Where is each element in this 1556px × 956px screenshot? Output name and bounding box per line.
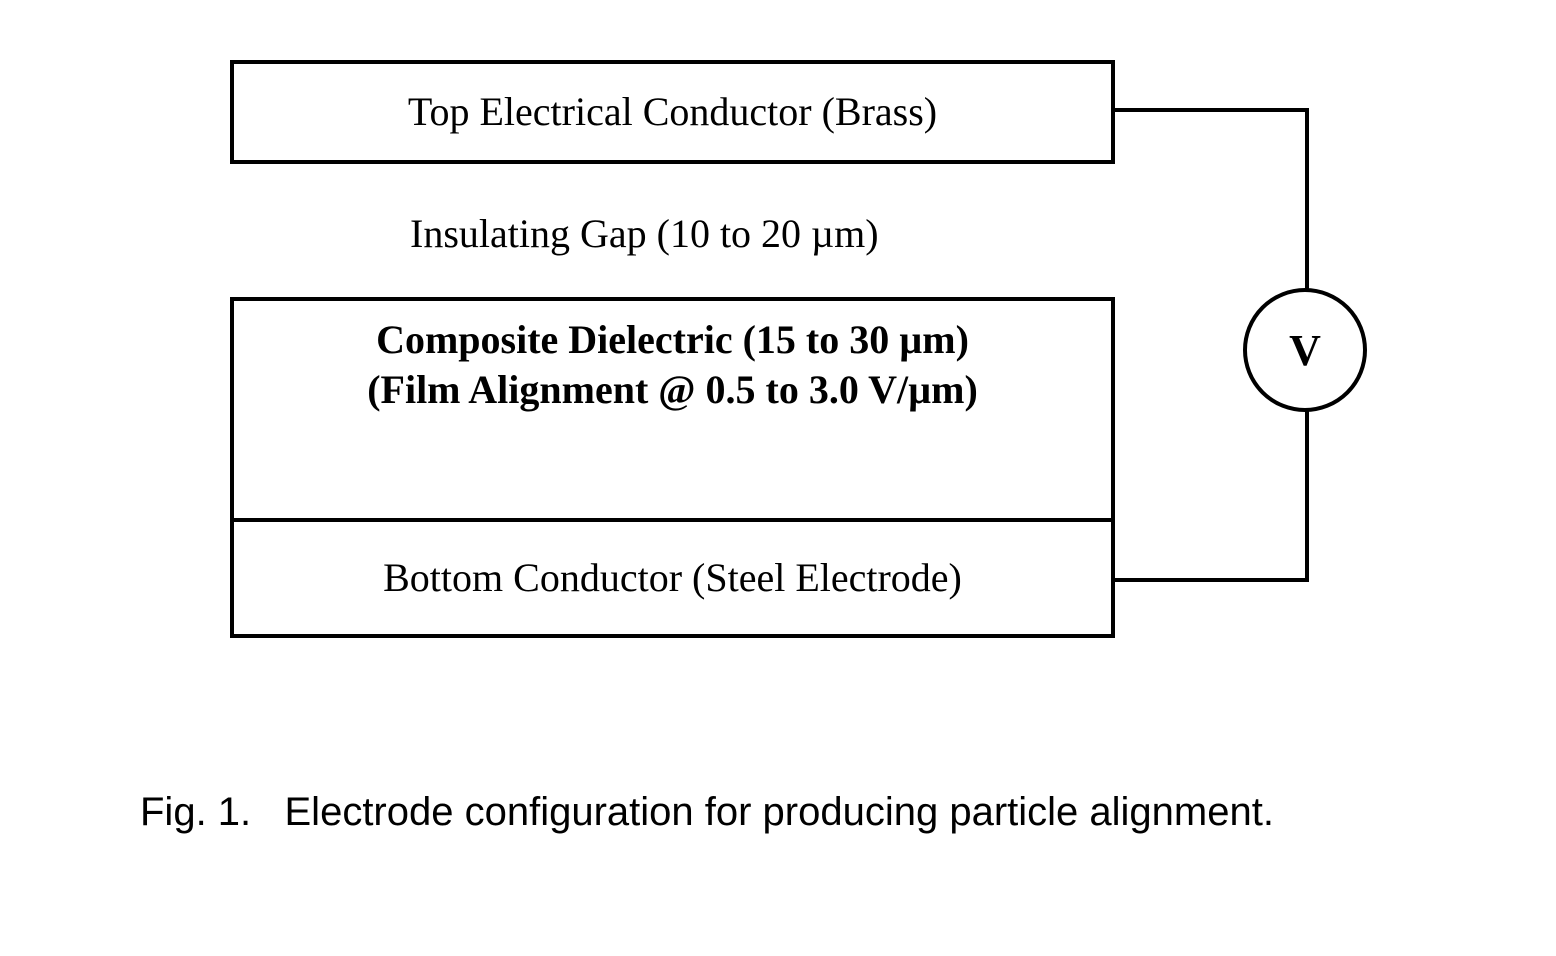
figure-caption: Fig. 1. Electrode configuration for prod… [140, 790, 1274, 835]
insulating-gap-label: Insulating Gap (10 to 20 µm) [410, 210, 879, 257]
bottom-conductor-label: Bottom Conductor (Steel Electrode) [383, 553, 962, 603]
wire-top-vertical [1305, 108, 1309, 290]
wire-bottom-vertical [1305, 410, 1309, 582]
wire-bottom-horizontal [1115, 578, 1309, 582]
figure-caption-prefix: Fig. 1. [140, 790, 251, 834]
bottom-conductor-layer: Bottom Conductor (Steel Electrode) [230, 518, 1115, 638]
voltage-source: V [1243, 288, 1367, 412]
composite-dielectric-layer: Composite Dielectric (15 to 30 µm) (Film… [230, 297, 1115, 522]
top-conductor-label: Top Electrical Conductor (Brass) [408, 87, 937, 137]
wire-top-horizontal [1115, 108, 1309, 112]
voltage-source-label: V [1289, 325, 1321, 376]
diagram-canvas: Top Electrical Conductor (Brass) Insulat… [0, 0, 1556, 956]
figure-caption-text: Electrode configuration for producing pa… [285, 790, 1274, 834]
composite-dielectric-line2: (Film Alignment @ 0.5 to 3.0 V/µm) [367, 365, 978, 415]
composite-dielectric-line1: Composite Dielectric (15 to 30 µm) [376, 315, 969, 365]
top-conductor-layer: Top Electrical Conductor (Brass) [230, 60, 1115, 164]
